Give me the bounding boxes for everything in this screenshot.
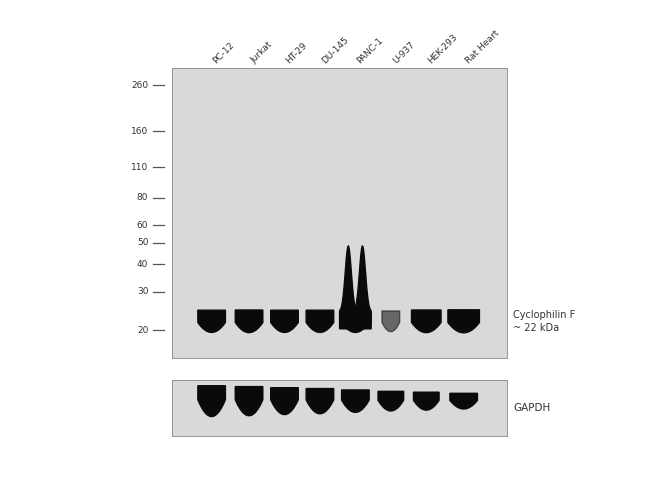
Text: 40: 40	[137, 260, 148, 269]
Text: 30: 30	[137, 287, 148, 296]
Text: Rat Heart: Rat Heart	[463, 28, 500, 65]
Polygon shape	[306, 310, 333, 333]
Polygon shape	[270, 388, 298, 414]
Text: 160: 160	[131, 127, 148, 136]
Polygon shape	[270, 310, 298, 333]
Polygon shape	[413, 392, 439, 410]
Polygon shape	[411, 310, 441, 333]
Text: 20: 20	[137, 326, 148, 335]
Text: Jurkat: Jurkat	[249, 40, 274, 65]
Polygon shape	[342, 390, 369, 412]
Text: Cyclophilin F
~ 22 kDa: Cyclophilin F ~ 22 kDa	[513, 310, 575, 333]
Text: 260: 260	[131, 80, 148, 90]
Polygon shape	[378, 392, 404, 411]
Text: 110: 110	[131, 163, 148, 172]
Polygon shape	[354, 246, 371, 329]
Polygon shape	[198, 310, 226, 333]
Polygon shape	[448, 310, 480, 333]
Text: HEK-293: HEK-293	[426, 32, 460, 65]
Polygon shape	[198, 386, 226, 416]
Text: PC-12: PC-12	[212, 40, 237, 65]
Text: GAPDH: GAPDH	[513, 403, 550, 413]
Polygon shape	[342, 310, 369, 333]
Polygon shape	[339, 246, 357, 329]
Polygon shape	[339, 312, 371, 331]
Polygon shape	[450, 393, 478, 409]
Text: U-937: U-937	[391, 40, 416, 65]
Polygon shape	[306, 389, 333, 414]
Polygon shape	[382, 311, 400, 332]
Text: PANC-1: PANC-1	[356, 36, 385, 65]
Polygon shape	[235, 310, 263, 333]
Text: 60: 60	[137, 221, 148, 230]
Polygon shape	[235, 387, 263, 416]
Text: DU-145: DU-145	[320, 35, 350, 65]
Text: 80: 80	[137, 193, 148, 202]
Text: 50: 50	[137, 238, 148, 247]
Text: HT-29: HT-29	[285, 40, 309, 65]
